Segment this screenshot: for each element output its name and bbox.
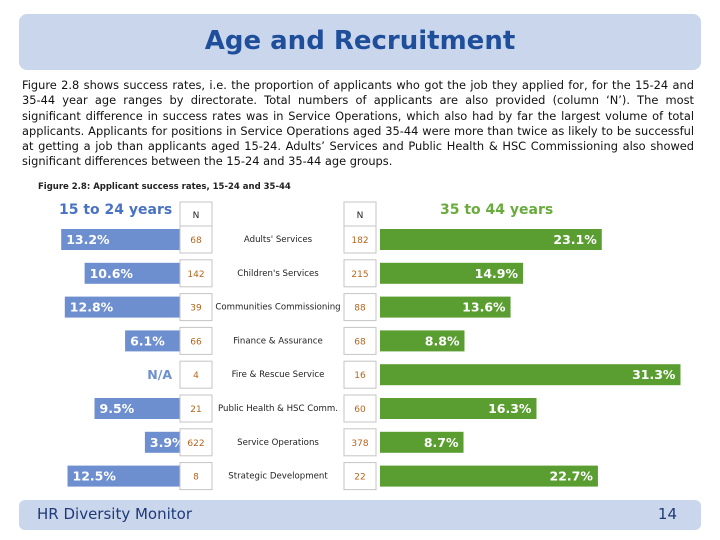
page-number: 14 (657, 505, 677, 523)
n-right-cell (343, 293, 377, 322)
n-header-right: N (357, 211, 364, 221)
category-label: Finance & Assurance (233, 336, 323, 346)
right-bar (380, 330, 465, 352)
n-header-left-cell (179, 201, 213, 227)
right-value-label: 22.7% (550, 469, 594, 484)
n-right-cell (343, 462, 377, 491)
footer-title: HR Diversity Monitor (37, 505, 192, 523)
category-label: Fire & Rescue Service (232, 370, 325, 380)
category-label: Children's Services (237, 269, 319, 279)
n-left-cell (179, 394, 213, 423)
n-left-cell (179, 360, 213, 389)
right-value-label: 8.8% (425, 333, 460, 348)
n-left-value: 39 (190, 304, 202, 314)
right-bar (380, 262, 524, 284)
n-right-value: 182 (351, 236, 368, 246)
left-value-label: 12.8% (70, 300, 114, 315)
n-right-value: 68 (354, 337, 366, 347)
success-rate-chart: Figure 2.8: Applicant success rates, 15-… (38, 182, 681, 491)
n-right-value: 378 (351, 439, 368, 449)
n-left-value: 21 (190, 405, 201, 415)
left-bar (64, 296, 180, 318)
n-left-value: 68 (190, 236, 202, 246)
category-label: Communities Commissioning (215, 303, 340, 313)
n-left-cell (179, 259, 213, 288)
n-left-value: 622 (187, 439, 204, 449)
footer-band: HR Diversity Monitor 14 (19, 500, 701, 530)
n-left-value: 66 (190, 337, 202, 347)
slide-title: Age and Recruitment (204, 26, 516, 56)
left-bar (61, 229, 181, 250)
left-bar (67, 465, 180, 487)
n-right-cell (343, 394, 377, 423)
n-right-value: 16 (354, 371, 366, 381)
left-value-label: 13.2% (66, 232, 110, 247)
right-value-label: 31.3% (632, 367, 676, 382)
left-value-label: N/A (147, 367, 172, 382)
n-right-value: 22 (354, 473, 365, 483)
left-age-header: 15 to 24 years (59, 202, 172, 218)
n-header-left: N (193, 211, 200, 221)
n-right-cell (343, 326, 377, 355)
right-bar (380, 296, 511, 318)
n-right-value: 88 (354, 304, 366, 314)
right-value-label: 13.6% (462, 300, 506, 315)
right-bar (380, 465, 598, 487)
left-bar (94, 398, 180, 419)
right-bar (380, 229, 602, 250)
category-label: Service Operations (237, 438, 319, 448)
left-bar (125, 330, 180, 352)
left-value-label: 3.9% (150, 435, 185, 450)
category-label: Strategic Development (228, 472, 328, 482)
n-right-value: 215 (351, 270, 368, 280)
n-right-cell (343, 428, 377, 457)
right-value-label: 14.9% (475, 266, 519, 281)
n-left-cell (179, 326, 213, 355)
n-left-cell (179, 293, 213, 322)
right-bar (380, 431, 464, 453)
n-left-cell (179, 462, 213, 491)
left-value-label: 10.6% (90, 266, 134, 281)
n-right-value: 60 (354, 405, 366, 415)
n-right-cell (343, 259, 377, 288)
chart-title: Figure 2.8: Applicant success rates, 15-… (38, 182, 291, 192)
title-band: Age and Recruitment (19, 14, 701, 70)
right-age-header: 35 to 44 years (440, 202, 553, 218)
n-left-value: 4 (193, 371, 199, 381)
n-header-right-cell (343, 201, 377, 227)
left-value-label: 6.1% (130, 333, 165, 348)
right-value-label: 16.3% (488, 401, 532, 416)
right-value-label: 8.7% (424, 435, 459, 450)
intro-paragraph: Figure 2.8 shows success rates, i.e. the… (22, 78, 694, 169)
left-bar (84, 262, 180, 284)
left-value-label: 9.5% (100, 401, 135, 416)
right-value-label: 23.1% (553, 232, 597, 247)
category-label: Public Health & HSC Comm. (218, 404, 338, 414)
left-value-label: 12.5% (73, 469, 117, 484)
n-right-cell (343, 360, 377, 389)
n-left-cell (179, 428, 213, 457)
category-label: Adults' Services (244, 235, 313, 245)
right-bar (380, 398, 537, 419)
left-bar (144, 431, 180, 453)
right-bar (380, 364, 681, 386)
n-left-value: 142 (187, 270, 204, 280)
n-left-value: 8 (193, 473, 199, 483)
